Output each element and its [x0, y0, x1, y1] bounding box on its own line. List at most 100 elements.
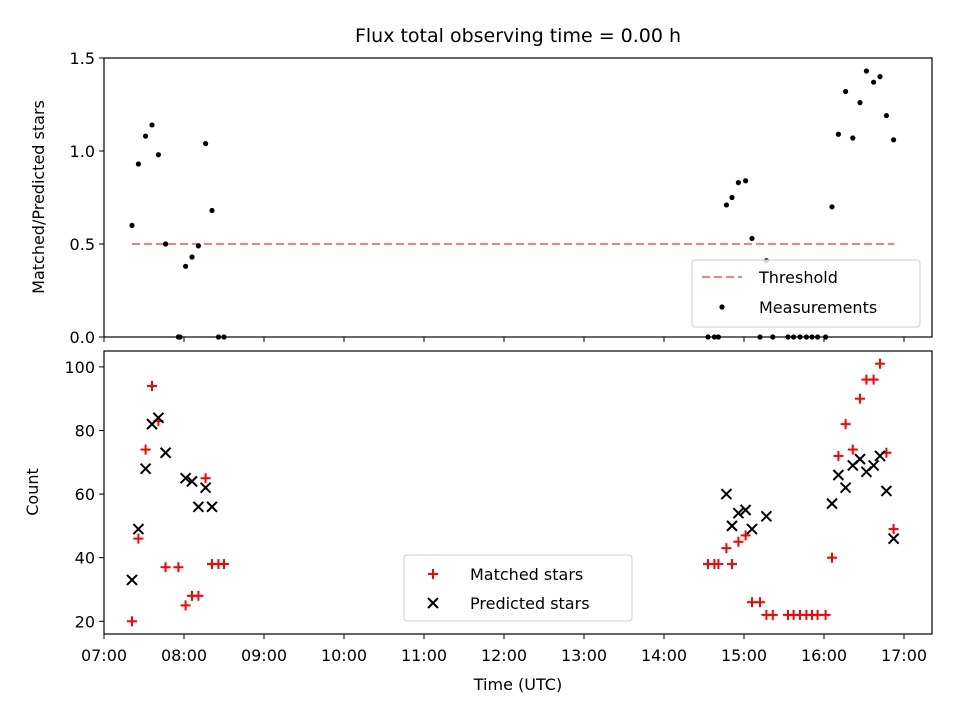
threshold-legend-label: Threshold	[758, 268, 838, 287]
predicted-stars-point	[832, 469, 845, 481]
bottom-y-axis-label: Count	[23, 468, 42, 516]
measurement-point	[857, 100, 863, 106]
bottom-legend-box	[403, 554, 633, 622]
predicted-stars-point	[192, 501, 205, 513]
matched-legend-swatch	[428, 569, 438, 579]
predicted-stars-point	[732, 507, 745, 519]
predicted-stars-point	[880, 485, 893, 497]
bottom-y-tick-label: 80	[75, 421, 95, 440]
measurement-point	[149, 122, 155, 128]
matched-stars-point	[727, 559, 737, 570]
matched-stars-point	[160, 562, 171, 573]
matched-stars-point	[855, 393, 865, 404]
predicted-stars-point	[199, 482, 212, 494]
count-points	[126, 358, 900, 627]
matched-stars-point	[721, 543, 732, 554]
predicted-stars-point	[839, 482, 852, 494]
x-tick-label: 15:00	[721, 646, 767, 665]
matched-stars-point	[180, 600, 191, 611]
matched-stars-point	[127, 616, 137, 627]
predicted-stars-point	[760, 510, 773, 523]
x-tick-label: 14:00	[641, 646, 687, 665]
predicted-stars-point	[720, 488, 733, 500]
matched-stars-point	[833, 450, 844, 461]
x-tick-label: 09:00	[241, 646, 287, 665]
predicted-stars-point	[139, 462, 152, 475]
bottom-plot-frame	[103, 350, 933, 635]
measurement-point	[723, 202, 730, 208]
matched-legend-label: Matched stars	[470, 565, 583, 584]
measurement-point	[850, 135, 856, 141]
predicted-stars-point	[854, 453, 866, 465]
measurement-point	[835, 131, 842, 137]
measurement-point	[135, 161, 141, 167]
predicted-stars-point	[739, 504, 752, 516]
x-axis-label: Time (UTC)	[473, 675, 562, 694]
predicted-stars-point	[126, 574, 138, 586]
x-tick-label: 12:00	[481, 646, 527, 665]
matched-stars-point	[847, 444, 858, 455]
measurement-point	[195, 243, 201, 249]
matched-stars-point	[755, 597, 765, 608]
predicted-stars-point	[132, 523, 145, 535]
measurements-legend-label: Measurements	[759, 298, 877, 317]
top-plot-frame	[103, 57, 933, 338]
matched-stars-point	[147, 380, 157, 391]
predicted-stars-point	[874, 450, 886, 462]
predicted-stars-point	[746, 523, 758, 535]
bottom-legend: Matched stars Predicted stars	[403, 554, 633, 622]
measurement-point	[877, 74, 883, 80]
matched-stars-point	[173, 562, 184, 573]
matched-stars-point	[740, 530, 751, 541]
measurement-point	[749, 235, 755, 242]
predicted-stars-point	[867, 459, 880, 472]
measurements-legend-swatch	[719, 304, 725, 310]
predicted-legend-label: Predicted stars	[470, 594, 590, 613]
x-tick-label: 17:00	[881, 646, 927, 665]
predicted-stars-point	[826, 497, 838, 510]
predicted-stars-point	[152, 412, 165, 424]
measurement-point	[155, 152, 161, 158]
measurement-point	[743, 178, 749, 184]
measurement-point	[163, 241, 169, 247]
matched-stars-point	[133, 533, 144, 544]
x-tick-label: 11:00	[401, 646, 447, 665]
measurement-point	[209, 207, 215, 214]
measurement-point	[143, 133, 149, 139]
measurement-point	[203, 140, 209, 147]
predicted-stars-point	[726, 520, 738, 532]
x-tick-label: 07:00	[81, 646, 127, 665]
measurement-point	[829, 204, 835, 210]
x-tick-label: 10:00	[321, 646, 367, 665]
measurement-point	[883, 113, 890, 119]
measurement-point	[183, 263, 189, 269]
predicted-stars-point	[159, 447, 172, 459]
matched-stars-point	[219, 559, 229, 570]
x-tick-label: 08:00	[161, 646, 207, 665]
matched-stars-point	[875, 358, 885, 369]
top-y-tick-label: 0.0	[70, 328, 95, 347]
bottom-axis-ticks: 20 40 60 80 100 07:00 08:00 09:00 10:00 11:00 12:0…	[64, 358, 927, 665]
predicted-stars-point	[887, 532, 900, 545]
top-axis-ticks: 0.0 0.5 1.0 1.5	[70, 49, 905, 347]
predicted-stars-point	[179, 472, 192, 484]
matched-stars-point	[193, 590, 204, 601]
predicted-stars-point	[186, 475, 198, 488]
bottom-y-tick-label: 60	[75, 485, 95, 504]
measurement-point	[863, 68, 870, 74]
matched-stars-point	[840, 419, 851, 430]
matched-stars-point	[140, 444, 151, 455]
matched-stars-point	[820, 609, 831, 620]
measurement-point	[729, 194, 735, 201]
top-y-axis-label: Matched/Predicted stars	[29, 100, 48, 294]
top-legend: Threshold Measurements	[691, 259, 921, 328]
ratio-panel: Matched/Predicted stars 0.0 0.5 1.0 1.5 Thr…	[29, 49, 933, 347]
matched-stars-point	[868, 374, 879, 385]
matched-stars-point	[827, 552, 837, 563]
bottom-y-tick-label: 100	[64, 358, 95, 377]
chart-title: Flux total observing time = 0.00 h	[355, 25, 681, 47]
x-tick-label: 13:00	[561, 646, 607, 665]
predicted-stars-point	[206, 501, 218, 513]
matched-stars-point	[713, 559, 724, 570]
top-y-tick-label: 1.0	[70, 142, 95, 161]
